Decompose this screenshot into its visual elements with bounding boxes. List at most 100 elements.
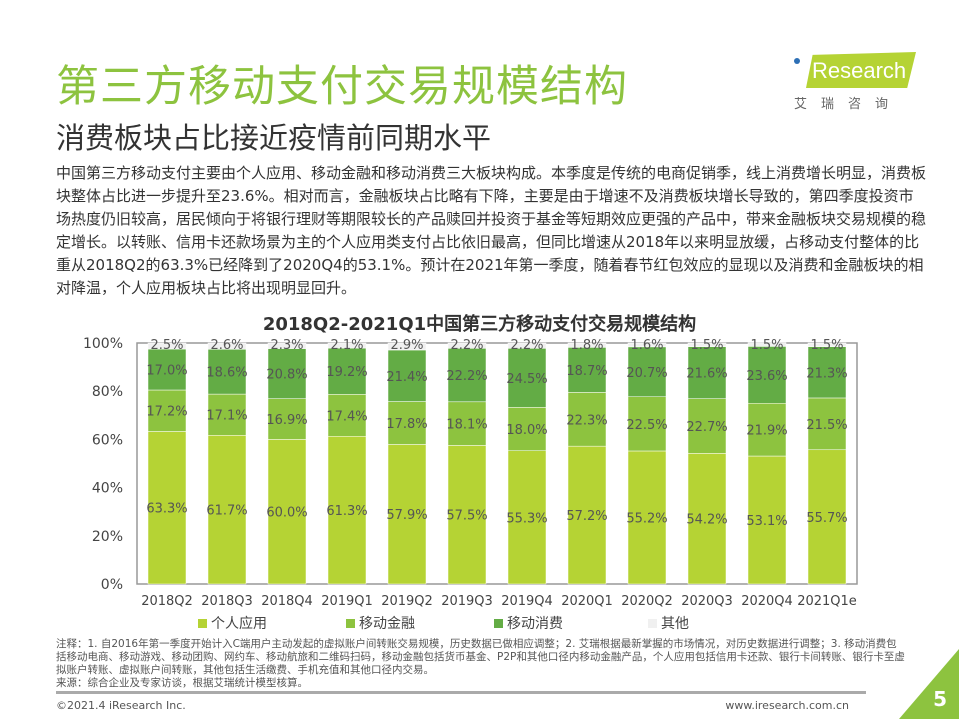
x-tick-label: 2020Q1 [561,594,613,609]
data-label: 22.5% [626,418,667,433]
x-tick-label: 2020Q2 [621,594,673,609]
bar-segment [507,450,547,585]
data-label: 1.6% [630,338,663,353]
bar-segment [147,342,187,350]
page-subtitle: 消费板块占比接近疫情前同期水平 [56,121,492,155]
data-label: 2.3% [270,338,303,353]
data-label: 54.2% [686,513,727,528]
bar-segment [447,348,487,403]
bar-segment [807,342,847,347]
bar-segment [807,397,847,451]
data-label: 55.7% [806,511,847,526]
bar-segment [447,342,487,349]
page-number: 5 [933,687,947,711]
data-label: 24.5% [506,372,547,387]
data-label: 2.9% [390,338,423,353]
bar-segment [747,342,787,347]
y-tick-label: 40% [92,481,123,497]
source-text: 来源：综合企业及专家访谈，根据艾瑞统计模型核算。 [56,677,308,689]
legend-swatch [494,618,503,628]
data-label: 53.1% [746,514,787,529]
bar-segment [627,342,667,348]
data-label: 17.2% [146,405,187,420]
bar-segment [387,401,427,445]
bar-segment [627,396,667,452]
data-label: 2.1% [330,338,363,353]
legend-label: 个人应用 [211,616,267,632]
data-label: 17.0% [146,364,187,379]
data-label: 22.2% [446,369,487,384]
footer-divider [56,691,866,694]
x-tick-label: 2021Q1e [797,594,857,609]
data-label: 19.2% [326,365,367,380]
bar-segment [147,348,187,391]
website-link[interactable]: www.iresearch.com.cn [725,699,849,712]
data-label: 2.2% [510,338,543,353]
bar-segment [207,435,247,585]
y-tick-label: 0% [101,577,123,593]
bar-segment [267,348,307,399]
notes: 注释：1. 自2016年第一季度开始计入C端用户主动发起的虚拟账户间转账交易规模… [56,638,906,690]
data-label: 21.5% [806,418,847,433]
data-label: 2.6% [210,338,243,353]
legend-item: 移动消费 [494,613,563,633]
x-tick-label: 2019Q1 [321,594,373,609]
bar-segment [387,342,427,351]
data-label: 2.5% [150,338,183,353]
bar-segment [207,393,247,436]
data-label: 22.3% [566,413,607,428]
bar-segment [327,342,367,349]
data-label: 61.7% [206,504,247,519]
data-label: 2.2% [450,338,483,353]
legend-label: 其他 [661,616,689,632]
bar-segment [747,403,787,457]
bar-segment [447,445,487,585]
bar-segment [327,394,367,437]
y-tick-label: 20% [92,529,123,545]
bar-segment [507,348,547,408]
data-label: 60.0% [266,506,307,521]
data-label: 1.8% [570,338,603,353]
data-label: 17.4% [326,409,367,424]
legend-swatch [648,618,657,628]
data-label: 55.3% [506,511,547,526]
plot-frame [136,342,858,585]
bar-segment [147,389,187,432]
bar-segment [207,342,247,350]
data-label: 1.5% [810,338,843,353]
data-label: 20.7% [626,366,667,381]
legend-label: 移动消费 [507,616,563,632]
bar-segment [267,342,307,349]
bar-segment [807,346,847,399]
legend-item: 移动金融 [346,613,415,633]
x-tick-label: 2020Q4 [741,594,793,609]
data-label: 61.3% [326,504,367,519]
x-tick-label: 2018Q2 [141,594,193,609]
x-tick-label: 2019Q3 [441,594,493,609]
legend-item: 个人应用 [198,613,267,633]
x-tick-label: 2020Q3 [681,594,733,609]
iresearch-logo: Research 艾瑞咨询 [790,50,920,112]
legend-swatch [198,618,207,628]
data-label: 20.8% [266,368,307,383]
data-label: 18.7% [566,364,607,379]
data-label: 21.9% [746,424,787,439]
data-label: 18.0% [506,423,547,438]
data-label: 21.4% [386,370,427,385]
data-label: 23.6% [746,369,787,384]
data-label: 16.9% [266,413,307,428]
data-label: 57.5% [446,509,487,524]
copyright: ©2021.4 iResearch Inc. [56,699,186,712]
bar-segment [687,453,727,585]
bar-segment [627,450,667,585]
x-tick-label: 2019Q2 [381,594,433,609]
x-tick-label: 2018Q3 [201,594,253,609]
bar-segment [267,398,307,440]
data-label: 18.1% [446,418,487,433]
data-label: 22.7% [686,420,727,435]
legend-label: 移动金融 [359,616,415,632]
data-label: 21.3% [806,366,847,381]
notes-text: 注释：1. 自2016年第一季度开始计入C端用户主动发起的虚拟账户间转账交易规模… [56,638,905,676]
bar-segment [387,444,427,585]
